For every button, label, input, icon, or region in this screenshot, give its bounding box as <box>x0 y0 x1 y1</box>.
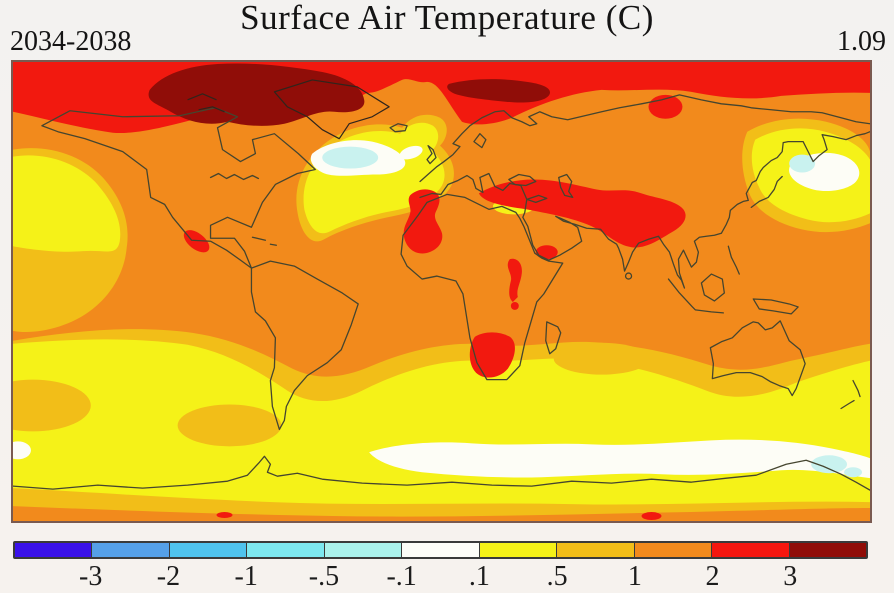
coastlines <box>13 79 870 491</box>
colorbar-segment <box>633 543 712 557</box>
map-canvas <box>13 62 870 521</box>
colorbar-legend: -3 -2 -1 -.5 -.1 .1 .5 1 2 3 <box>13 541 868 593</box>
colorbar-tick-label: -1 <box>234 561 258 592</box>
page-title: Surface Air Temperature (C) <box>240 0 654 37</box>
colorbar-segment <box>556 543 634 557</box>
colorbar-tick-label: .1 <box>468 561 490 592</box>
colorbar-tick-label: .5 <box>546 561 568 592</box>
colorbar-tick-label: -.1 <box>386 561 417 592</box>
colorbar-tick-label: 3 <box>783 561 798 592</box>
colorbar-segment <box>15 543 92 557</box>
colorbar-labels: -3 -2 -1 -.5 -.1 .1 .5 1 2 3 <box>13 559 868 593</box>
colorbar-segment <box>168 543 247 557</box>
colorbar-bar <box>13 541 868 559</box>
colorbar-tick-label: -.5 <box>308 561 340 592</box>
colorbar-tick-label: -3 <box>79 561 103 592</box>
global-mean-value: 1.09 <box>837 26 886 57</box>
colorbar-tick-label: 1 <box>627 561 642 592</box>
colorbar-tick-label: 2 <box>705 561 720 592</box>
world-temperature-map <box>11 60 872 523</box>
colorbar-segment <box>323 543 402 557</box>
temperature-field <box>13 62 870 521</box>
colorbar-segment <box>788 543 866 557</box>
colorbar-segment <box>478 543 557 557</box>
colorbar-tick-label: -2 <box>156 561 181 592</box>
colorbar-segment <box>711 543 789 557</box>
colorbar-segment <box>246 543 324 557</box>
colorbar-segment <box>91 543 169 557</box>
period-label: 2034-2038 <box>10 26 132 57</box>
colorbar-segment <box>401 543 479 557</box>
